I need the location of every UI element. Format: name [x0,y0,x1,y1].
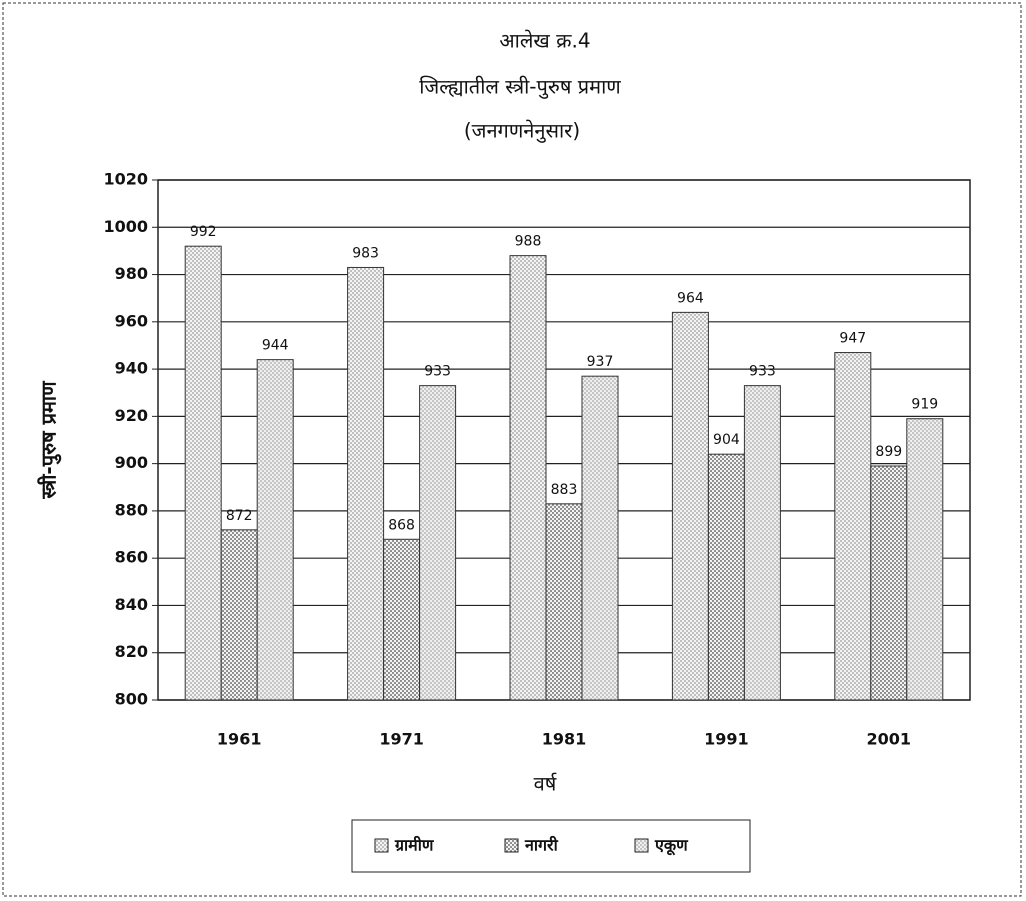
y-tick-label: 820 [115,642,148,661]
data-label: 904 [713,432,740,448]
data-label: 933 [749,364,776,380]
legend [351,819,751,873]
y-tick-label: 880 [115,500,148,519]
bar [509,255,547,701]
legend-swatch [634,838,649,853]
chart-title: आलेख क्र.4 [499,29,590,53]
bar [220,529,258,701]
bar [256,359,294,701]
data-label: 919 [911,397,938,413]
bar [906,418,944,701]
data-label: 899 [875,444,902,460]
data-label: 868 [388,517,415,533]
x-axis-label: वर्ष [534,772,558,796]
legend-label: नागरी [524,836,559,855]
bar [834,352,872,701]
bar [707,453,745,701]
bar [870,465,908,701]
y-tick-label: 840 [115,595,148,614]
y-tick-label: 1020 [103,170,148,189]
bar [347,266,385,701]
data-label: 988 [515,234,542,250]
y-tick-label: 1000 [103,217,148,236]
legend-swatch [374,838,389,853]
bar [419,385,457,701]
data-label: 937 [587,354,614,370]
y-tick-label: 800 [115,690,148,709]
y-tick-label: 860 [115,548,148,567]
data-label: 872 [226,508,253,524]
x-tick-label: 1981 [542,730,587,749]
x-tick-label: 1961 [217,730,262,749]
legend-label: ग्रामीण [394,836,435,855]
bar [743,385,781,701]
y-axis-label: स्त्री-पुरुष प्रमाण [37,380,62,500]
x-tick-label: 2001 [867,730,912,749]
data-label: 992 [190,224,217,240]
data-label: 883 [551,482,578,498]
data-label: 947 [839,331,866,347]
chart-subtitle: जिल्ह्यातील स्त्री-पुरुष प्रमाण [419,75,621,100]
x-tick-label: 1991 [704,730,749,749]
bar [383,538,421,701]
legend-swatch [504,838,519,853]
y-tick-label: 980 [115,264,148,283]
bar [545,503,583,701]
y-tick-label: 900 [115,453,148,472]
data-label: 933 [424,364,451,380]
legend-label: एकूण [654,836,689,856]
data-label: 964 [677,290,704,306]
bar [581,375,619,701]
y-tick-label: 960 [115,311,148,330]
data-label: 983 [352,245,379,261]
data-label: 944 [262,338,289,354]
x-tick-label: 1971 [379,730,424,749]
bar [184,245,222,701]
y-tick-label: 920 [115,406,148,425]
chart-note: (जनगणनेनुसार) [464,119,580,144]
y-tick-label: 940 [115,359,148,378]
bar [671,311,709,701]
